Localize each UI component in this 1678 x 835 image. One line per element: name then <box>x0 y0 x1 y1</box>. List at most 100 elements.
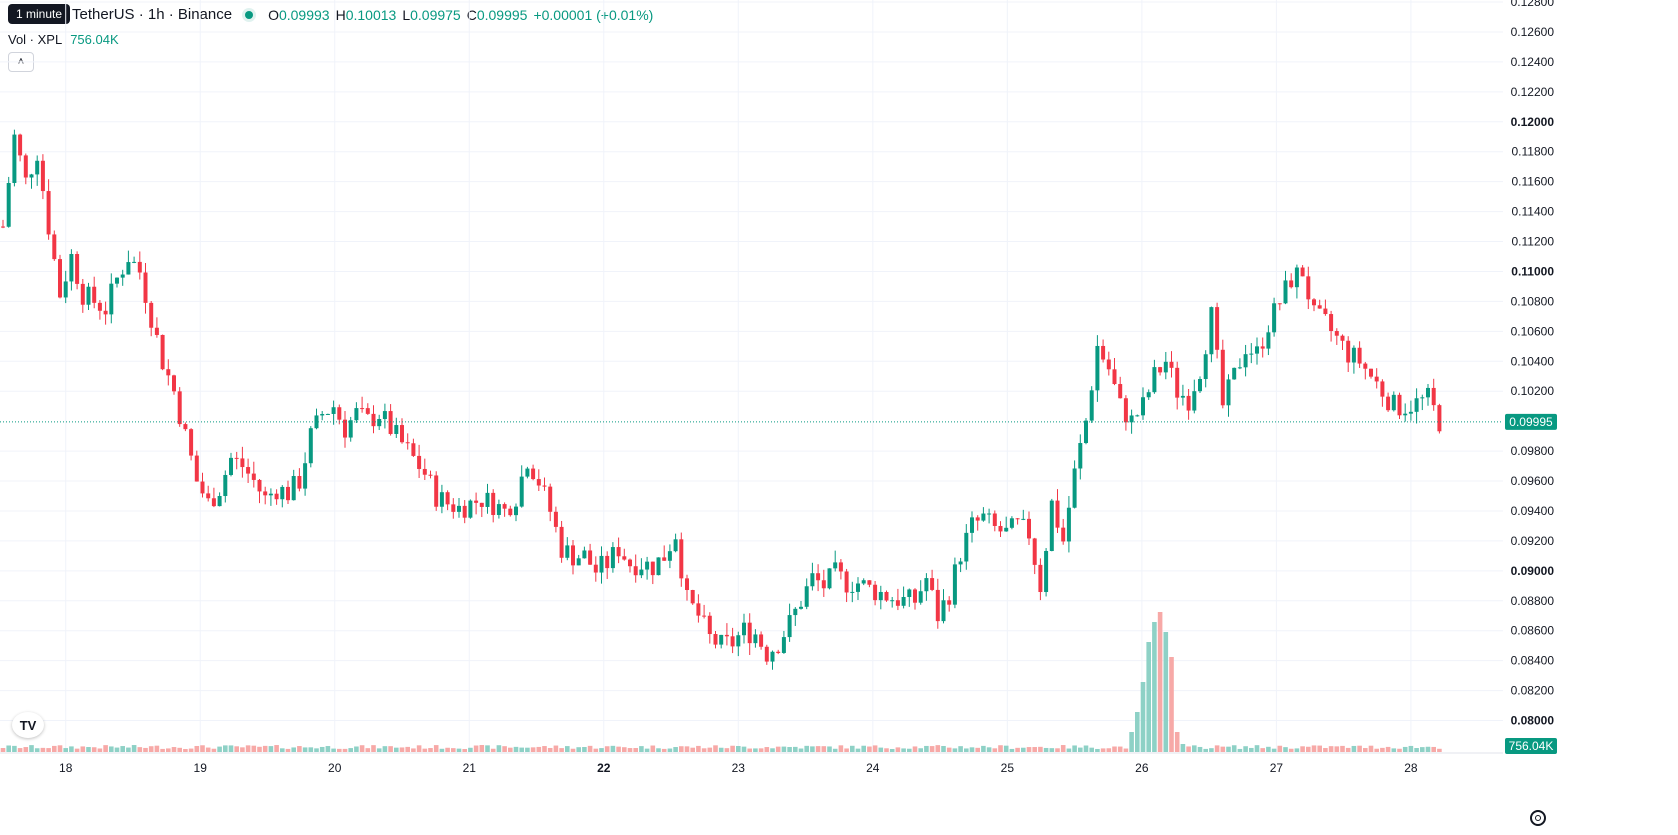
volume-bar <box>496 745 502 752</box>
candle-body <box>582 550 587 559</box>
candle-body <box>1009 518 1014 528</box>
candle-body <box>234 457 239 459</box>
y-tick-label: 0.10400 <box>1511 354 1555 368</box>
candle-body <box>679 539 684 579</box>
candle-body <box>856 583 860 592</box>
y-tick-label: 0.08600 <box>1511 624 1555 638</box>
volume-bar <box>1288 748 1294 752</box>
volume-bar <box>599 748 604 752</box>
volume-bar <box>975 747 980 752</box>
volume-bar <box>268 746 274 752</box>
volume-bar <box>952 748 958 752</box>
volume-bar <box>490 748 496 752</box>
candle-body <box>439 492 444 507</box>
candle-body <box>1306 276 1311 300</box>
volume-bar <box>998 745 1003 752</box>
volume-bar <box>468 747 473 752</box>
volume-bar <box>679 746 684 752</box>
volume-bar <box>587 745 593 752</box>
candle-body <box>143 272 148 303</box>
volume-bar <box>1214 745 1220 752</box>
last-volume-label: 756.04K <box>1509 739 1554 753</box>
candle-body <box>975 517 980 521</box>
candle-body <box>126 262 131 275</box>
candle-body <box>314 415 319 429</box>
high-label: H <box>335 6 346 23</box>
volume-bar <box>302 747 308 752</box>
volume-bar <box>884 748 889 752</box>
candle-body <box>417 455 422 469</box>
volume-bar <box>462 748 467 752</box>
candle-body <box>702 615 707 617</box>
volume-bar <box>508 747 513 752</box>
candle-body <box>1021 518 1026 520</box>
y-tick-label: 0.09000 <box>1511 564 1555 578</box>
settings-gear-icon[interactable] <box>1530 810 1546 826</box>
volume-bar <box>1334 746 1340 752</box>
candle-body <box>35 160 40 175</box>
candle-body <box>360 408 365 410</box>
y-tick-label: 0.11000 <box>1511 264 1554 278</box>
volume-bar <box>1351 745 1357 752</box>
volume-bar <box>1140 682 1146 752</box>
candle-body <box>1089 390 1094 421</box>
candle-body <box>1 226 5 228</box>
symbol-title[interactable]: TetherUS · 1h · Binance <box>72 6 233 23</box>
candle-body <box>810 573 815 587</box>
volume-bar <box>439 748 445 752</box>
candle-body <box>297 475 302 489</box>
candle-body <box>1426 387 1430 398</box>
volume-bar <box>354 746 359 752</box>
candle-body <box>1317 305 1322 309</box>
volume-bar <box>684 746 690 752</box>
tradingview-logo[interactable]: TV <box>12 712 44 738</box>
volume-bar <box>34 748 40 752</box>
candle-body <box>496 504 501 515</box>
y-tick-label: 0.08400 <box>1511 654 1555 668</box>
candle-body <box>559 526 564 558</box>
volume-bar <box>941 745 946 752</box>
candle-body <box>1146 392 1151 398</box>
candle-body <box>1163 361 1168 373</box>
volume-bar <box>183 748 188 752</box>
volume-bar <box>1078 747 1083 752</box>
volume-bar <box>91 747 97 752</box>
volume-bar <box>1260 748 1265 752</box>
candle-body <box>1175 367 1180 398</box>
candle-body <box>536 479 541 486</box>
candle-body <box>713 634 718 645</box>
volume-bar <box>1112 746 1117 752</box>
volume-bar <box>1174 732 1180 752</box>
candle-body <box>895 600 900 606</box>
candle-body <box>405 442 410 444</box>
volume-bar <box>827 746 832 752</box>
y-tick-label: 0.11800 <box>1512 145 1555 159</box>
price-axis: 0.12800 0.12600 0.12400 0.12200 0.12000 0.118… <box>1511 0 1555 728</box>
candle-body <box>599 555 604 573</box>
volume-bar <box>1328 746 1334 752</box>
volume-bar <box>1163 632 1169 752</box>
volume-bar <box>80 746 86 752</box>
volume-bar <box>1060 745 1066 752</box>
volume-bar <box>131 745 137 752</box>
grid-lines <box>0 0 1503 754</box>
volume-bar <box>382 746 388 752</box>
volume-bar <box>1003 745 1009 752</box>
volume-bar <box>713 745 718 752</box>
candle-body <box>719 634 724 645</box>
candle-body <box>1226 379 1231 406</box>
volume-bar <box>154 745 160 752</box>
candle-body <box>172 375 176 392</box>
candle-body <box>781 637 786 653</box>
volume-bar <box>570 748 576 752</box>
candle-body <box>639 569 644 576</box>
volume-bar <box>821 746 827 752</box>
y-tick-label: 0.08200 <box>1511 684 1555 698</box>
candle-body <box>240 458 245 468</box>
candle-body <box>645 561 650 570</box>
candle-body <box>223 474 228 497</box>
tv-logo-icon: TV <box>19 717 37 733</box>
volume-bar <box>1072 745 1077 752</box>
candle-body <box>257 479 262 492</box>
